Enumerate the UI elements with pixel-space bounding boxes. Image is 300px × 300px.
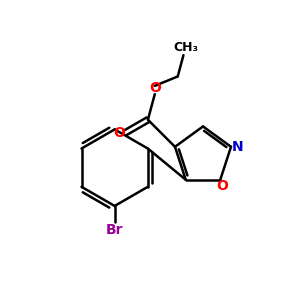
Text: N: N [232,140,243,154]
Text: CH₃: CH₃ [173,41,198,54]
Text: O: O [149,81,161,95]
Text: O: O [114,126,126,140]
Text: Br: Br [106,223,123,237]
Text: O: O [216,179,228,193]
